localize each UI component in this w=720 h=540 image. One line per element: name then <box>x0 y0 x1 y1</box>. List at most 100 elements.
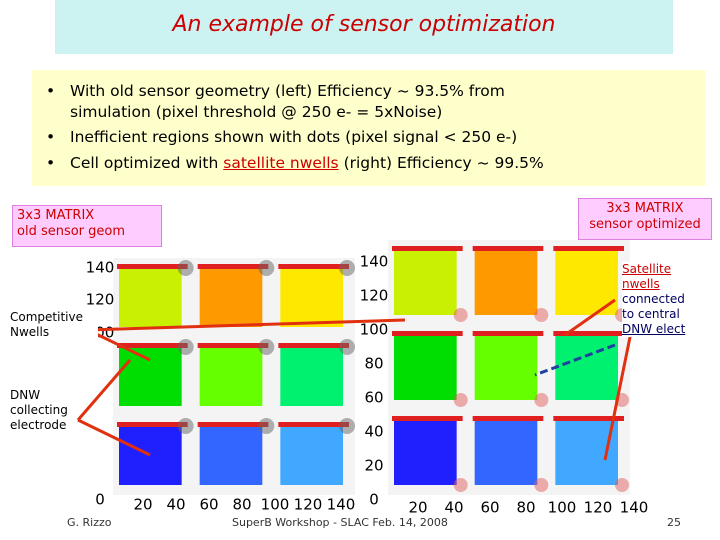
x-tick-label: 60 <box>480 499 499 517</box>
callout: Competitive Nwells <box>10 310 98 340</box>
y-tick-label: 60 <box>364 389 383 407</box>
cell <box>555 420 618 485</box>
cell-bar <box>197 264 269 269</box>
cell-bar <box>553 416 624 421</box>
callout-line: DNW <box>10 388 41 402</box>
cell <box>394 250 457 315</box>
dots <box>258 339 275 355</box>
label-line: sensor optimized <box>589 217 701 232</box>
y-tick-label: 0 <box>369 491 379 509</box>
cell <box>280 268 343 327</box>
cell <box>199 268 263 327</box>
x-tick-label: 140 <box>620 499 649 517</box>
bullet-link[interactable]: satellite nwells <box>223 154 339 172</box>
x-tick-label: 100 <box>548 499 577 517</box>
callout-line: DNW elect <box>622 322 686 336</box>
arrow <box>87 318 406 332</box>
dots <box>258 418 275 434</box>
y-tick-label: 80 <box>364 355 383 373</box>
cell-bar <box>278 343 349 348</box>
cell <box>394 420 457 485</box>
x-tick-label: 40 <box>444 499 463 517</box>
x-tick-label: 120 <box>584 499 613 517</box>
callout-line: electrode <box>10 418 67 432</box>
cell <box>119 347 182 406</box>
cell <box>119 426 182 485</box>
y-tick-label: 140 <box>86 259 115 277</box>
dots <box>339 260 355 276</box>
cell <box>280 426 343 485</box>
cell-bar <box>472 246 544 251</box>
dots <box>177 260 194 276</box>
y-tick-label: 100 <box>360 321 389 339</box>
label-line: 3x3 MATRIX <box>17 208 95 223</box>
cell <box>474 250 538 315</box>
bullet-text: simulation (pixel threshold @ 250 e- = 5… <box>70 103 443 121</box>
cell <box>474 335 538 400</box>
x-tick-label: 120 <box>294 496 323 514</box>
cell <box>199 347 263 406</box>
callout-line: connected <box>622 292 685 306</box>
y-tick-label: 40 <box>364 423 383 441</box>
cell <box>555 335 618 400</box>
label-box: 3x3 MATRIX old sensor geom <box>12 205 162 247</box>
label-box: 3x3 MATRIX sensor optimized <box>578 198 712 240</box>
dots <box>453 478 468 492</box>
cell-bar <box>472 416 544 421</box>
cell-bar <box>392 246 463 251</box>
dots <box>177 339 194 355</box>
x-tick-label: 60 <box>199 496 218 514</box>
dots <box>453 308 468 322</box>
cell-bar <box>197 422 269 427</box>
dots <box>534 393 549 407</box>
dots <box>339 418 355 434</box>
cell-bar <box>117 422 188 427</box>
x-tick-label: 40 <box>166 496 185 514</box>
dots <box>453 393 468 407</box>
cell-bar <box>278 264 349 269</box>
callout-line: to central <box>622 307 680 321</box>
cell-bar <box>553 331 624 336</box>
dashed-arrow <box>534 343 616 377</box>
x-tick-label: 20 <box>408 499 427 517</box>
x-tick-label: 140 <box>327 496 356 514</box>
x-tick-label: 20 <box>133 496 152 514</box>
y-tick-label: 120 <box>360 287 389 305</box>
y-tick-label: 0 <box>95 491 105 509</box>
dots <box>615 478 629 492</box>
cell <box>474 420 538 485</box>
footer-event: SuperB Workshop - SLAC Feb. 14, 2008 <box>232 516 448 529</box>
dots <box>258 260 275 276</box>
bullet-text: With old sensor geometry (left) Efficien… <box>70 82 505 100</box>
dots <box>339 339 355 355</box>
callout-line: Competitive <box>10 310 83 324</box>
slide-title: An example of sensor optimization <box>172 12 556 37</box>
bullet: • Inefficient regions shown with dots (pi… <box>46 128 518 146</box>
cell <box>280 347 343 406</box>
label-line: old sensor geom <box>17 224 126 239</box>
footer-page: 25 <box>667 516 681 529</box>
bullet-text: Cell optimized with <box>70 154 224 172</box>
cells <box>117 246 629 492</box>
arrow <box>76 359 132 421</box>
arrow <box>564 298 616 337</box>
callout-line: Nwells <box>10 325 50 339</box>
cell <box>199 426 263 485</box>
bullets-box <box>32 70 705 186</box>
label-line: 3x3 MATRIX <box>606 201 684 216</box>
dots <box>534 308 549 322</box>
cell-bar <box>392 331 463 336</box>
cell-bar <box>117 264 188 269</box>
dots <box>534 478 549 492</box>
callout: DNW collecting electrode <box>10 388 76 433</box>
cell-bar <box>278 422 349 427</box>
title-box <box>55 0 673 54</box>
cell-bar <box>553 246 624 251</box>
y-tick-label: 20 <box>364 457 383 475</box>
callout-line: Satellite <box>622 262 672 276</box>
footer-author: G. Rizzo <box>67 516 112 529</box>
cell-bar <box>392 416 463 421</box>
